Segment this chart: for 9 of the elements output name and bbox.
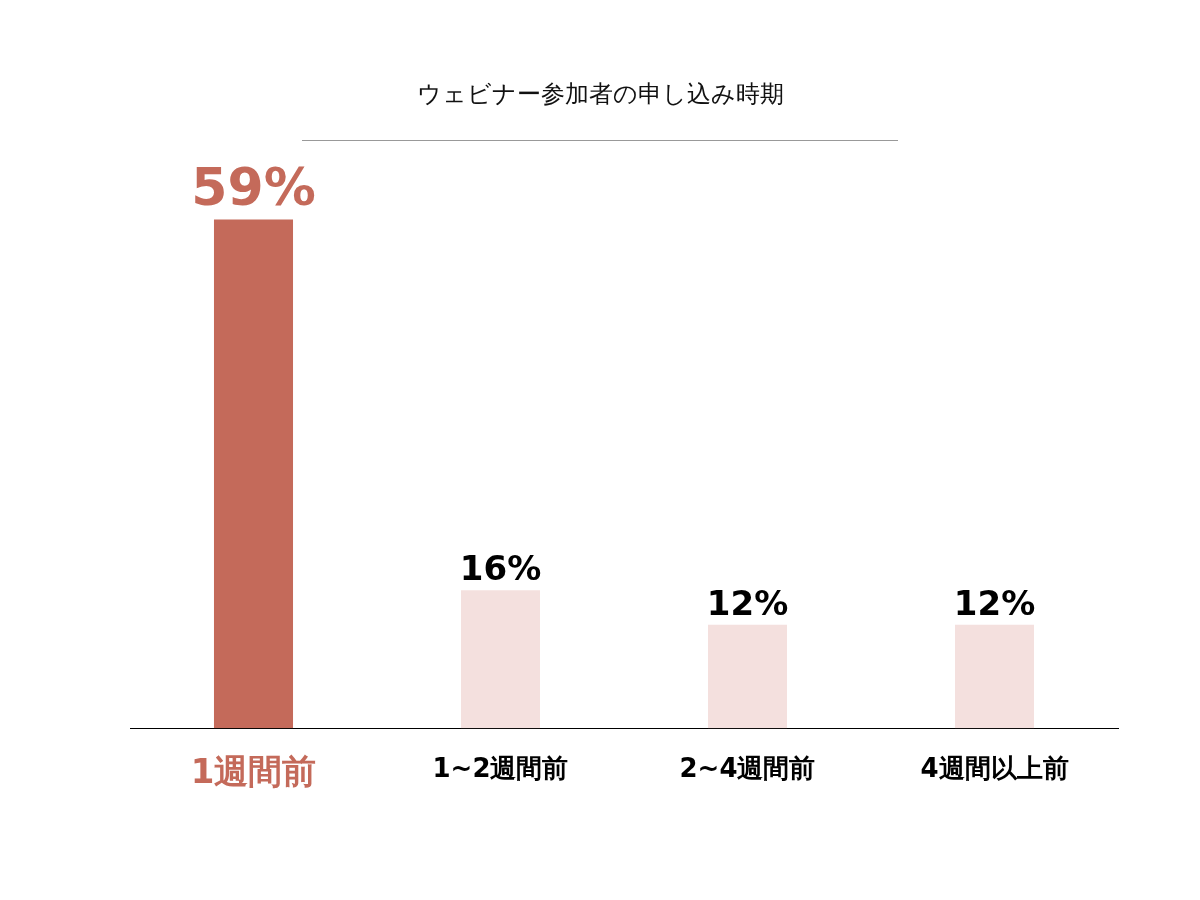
data-label: 12% — [706, 582, 789, 623]
data-label: 59% — [191, 157, 316, 218]
x-tick-label: 4週間以上前 — [920, 752, 1069, 783]
x-tick-label: 2~4週間前 — [679, 752, 816, 783]
data-label: 16% — [459, 548, 542, 589]
chart-title: ウェビナー参加者の申し込み時期 — [415, 79, 785, 110]
x-tick-label: 1~2週間前 — [432, 752, 569, 783]
x-tick-label: 1週間前 — [190, 751, 317, 792]
data-label: 12% — [953, 582, 1036, 623]
